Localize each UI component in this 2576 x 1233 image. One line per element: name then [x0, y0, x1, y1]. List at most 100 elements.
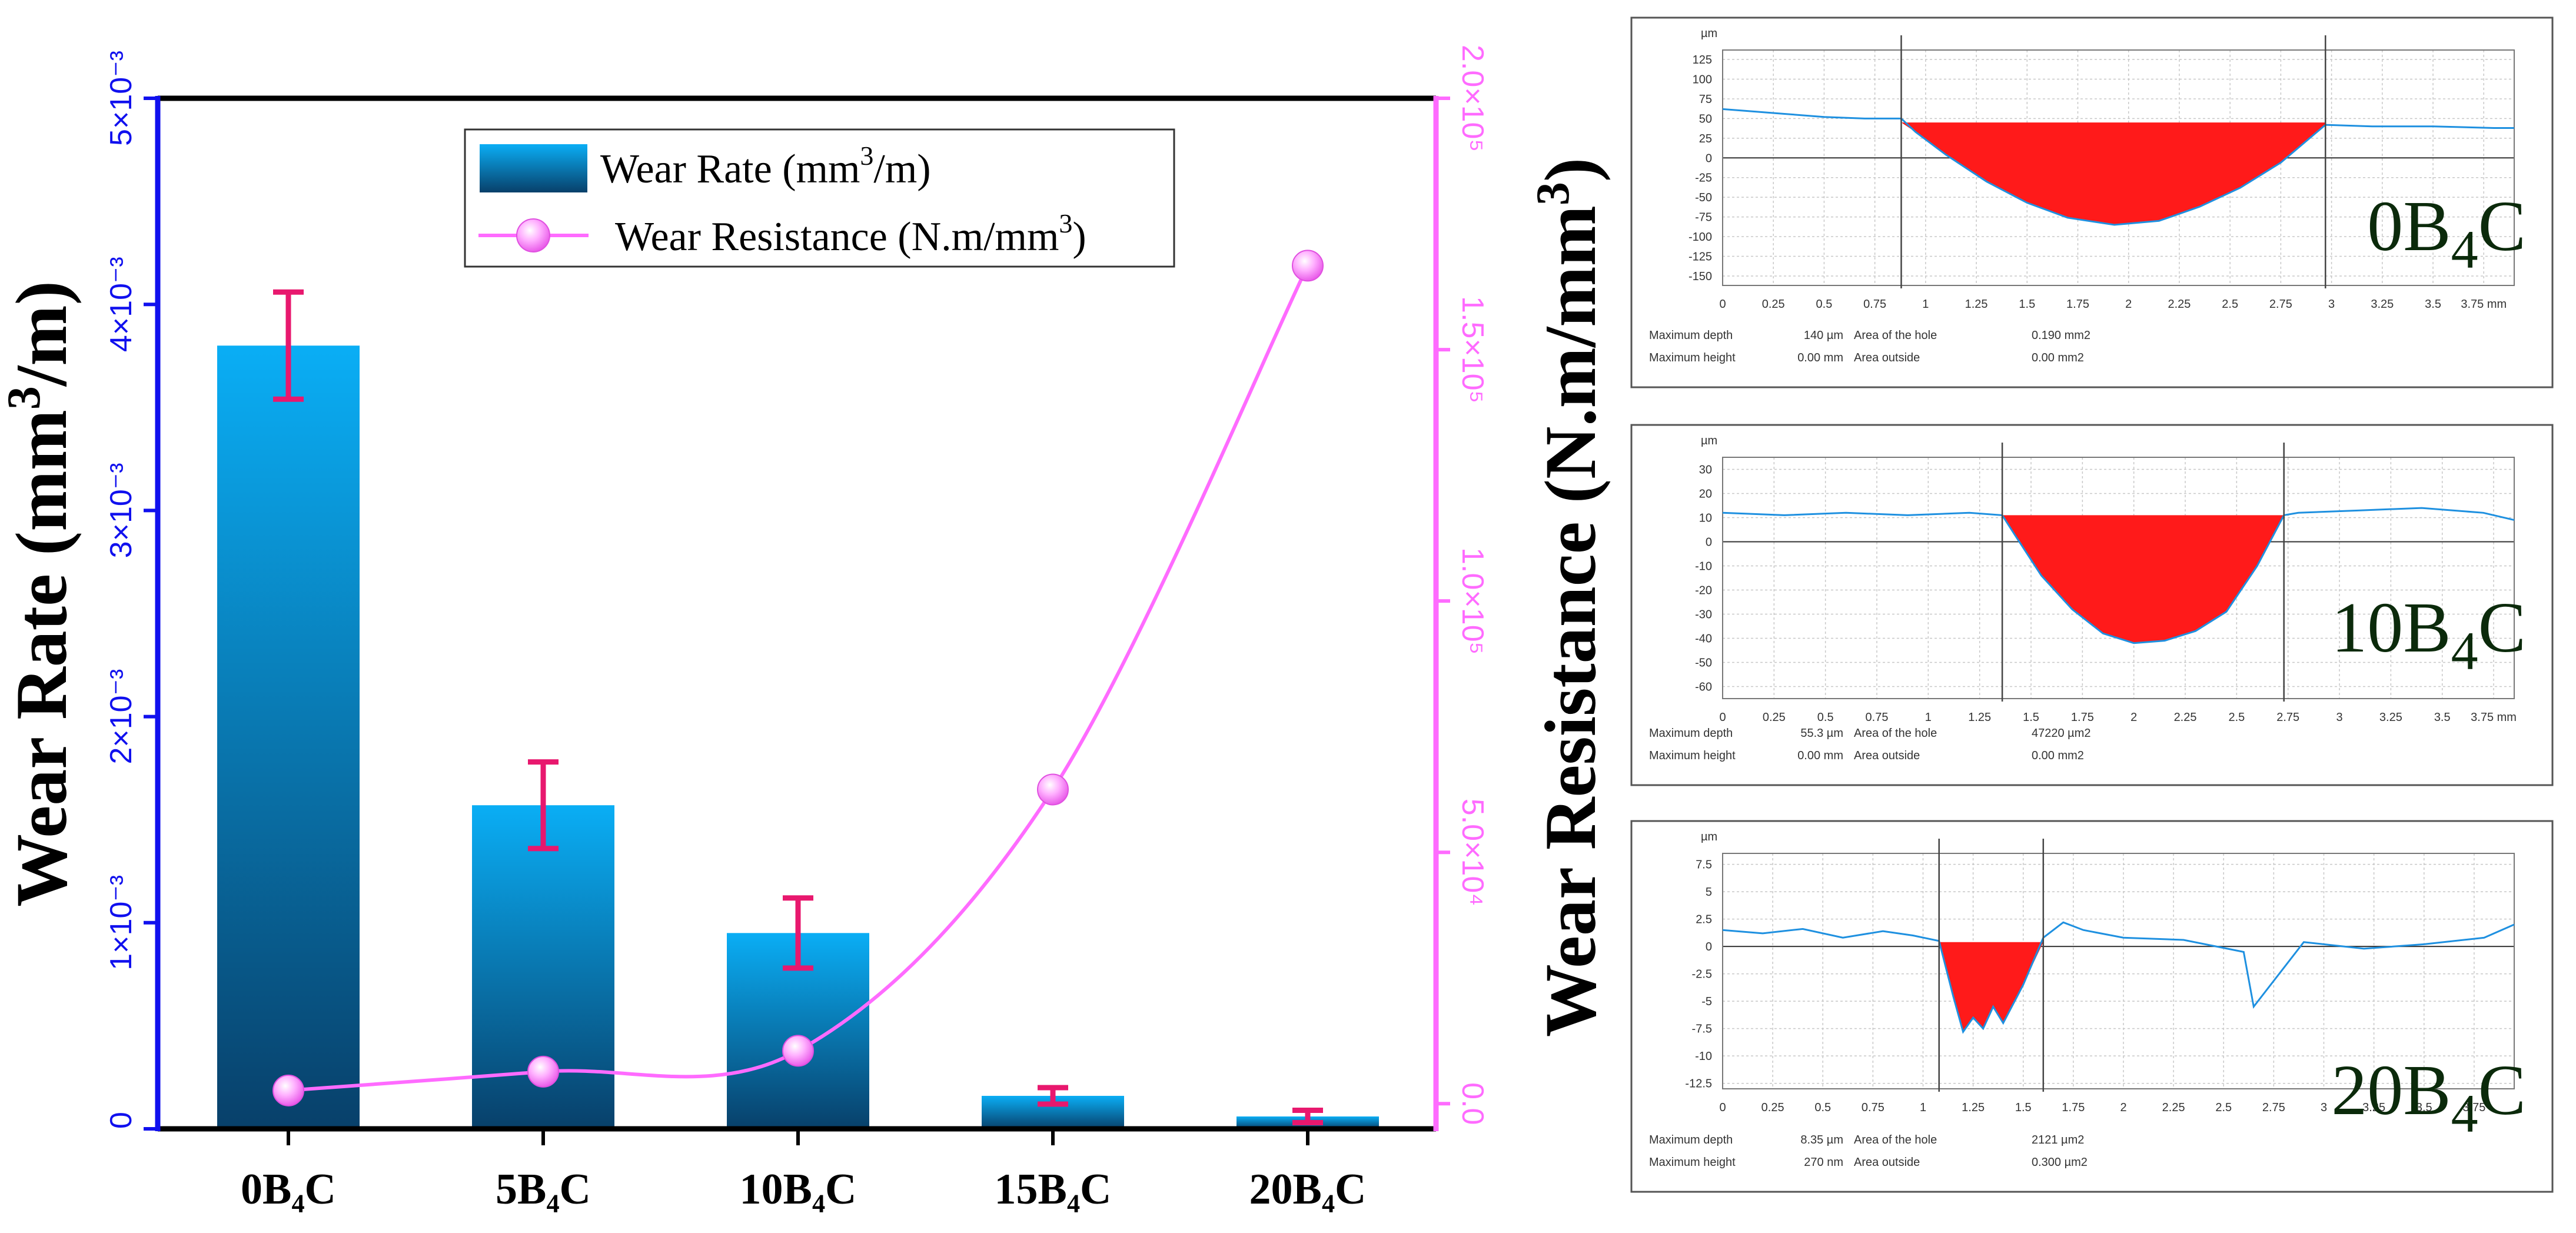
panel-x-tick: 0.5: [1817, 711, 1834, 724]
legend-wear-resistance: Wear Resistance (N.m/mm3): [615, 208, 1086, 260]
panel-y-tick: 75: [1699, 93, 1712, 106]
panel-x-tick: 2.75: [2276, 711, 2299, 724]
panel-y-tick: 0: [1706, 940, 1712, 953]
panel-y-tick: 0: [1706, 152, 1712, 165]
panel-y-tick: 5: [1706, 886, 1712, 899]
panel-plot-frame: [1722, 49, 2515, 286]
panel-x-tick: 0.25: [1762, 298, 1785, 311]
panel-x-tick: 3.75 mm: [2461, 298, 2507, 311]
left-tick-label: 4×10⁻³: [104, 257, 138, 352]
panel-x-tick: 1.5: [2019, 298, 2035, 311]
stat-label: Maximum depth: [1649, 1134, 1733, 1146]
panel-y-tick: 20: [1699, 488, 1712, 501]
stat-label: Area of the hole: [1854, 727, 1937, 740]
profile-line: [1722, 921, 2515, 1034]
panel-x-tick: 3: [2328, 298, 2335, 311]
panel-y-tick: -10: [1695, 1050, 1712, 1063]
panel-x-tick: 0: [1719, 298, 1726, 311]
wear-resistance-point: [272, 1074, 304, 1106]
legend-wear-rate: Wear Rate (mm3/m): [600, 141, 931, 192]
panel-label: 0B4C: [2367, 187, 2526, 280]
panel-x-tick: 1.25: [1968, 711, 1991, 724]
hole-area: [2002, 515, 2284, 643]
panel-x-tick: 0.75: [1866, 711, 1889, 724]
stat-label: Area of the hole: [1854, 329, 1937, 342]
panel-x-tick: 3.5: [2434, 711, 2451, 724]
panel-x-tick: 1.25: [1962, 1101, 1985, 1114]
stat-value: 8.35 µm: [1800, 1134, 1843, 1146]
profile-panel-10B4C: µm 30 20 10 0 -10 -20 -30 -40 -50 -60 0 0.25 0.5 0.75 1…: [1630, 424, 2554, 786]
profile-line: [1722, 507, 2515, 644]
x-tick-label: 5B₄C: [496, 1165, 591, 1214]
panel-x-tick: 3.75: [2462, 1101, 2485, 1114]
panel-y-tick: 125: [1693, 54, 1712, 67]
profile-panel-20B4C: µm 7.5 5 2.5 0 -2.5 -5 -7.5 -10 -12.5 0 0.25 0.5 0.75…: [1630, 820, 2554, 1193]
panel-x-tick: 2.5: [2215, 1101, 2232, 1114]
panel-x-tick: 0.75: [1863, 298, 1886, 311]
panel-x-tick: 2.5: [2222, 298, 2238, 311]
legend-marker-swatch: [516, 218, 550, 252]
panel-y-tick: 2.5: [1696, 913, 1712, 926]
panel-x-tick: 0.25: [1761, 1101, 1784, 1114]
panel-x-tick: 0: [1719, 711, 1726, 724]
panel-x-tick: 1.25: [1965, 298, 1988, 311]
panel-y-tick: -40: [1695, 633, 1712, 646]
panel-label: 20B4C: [2331, 1051, 2526, 1144]
x-tick-label: 10B₄C: [740, 1165, 857, 1214]
left-tick-label: 0: [104, 1112, 138, 1129]
left-tick-label: 5×10⁻³: [104, 51, 138, 146]
wear-rate-error-bar: [273, 289, 304, 402]
stat-value: 0.00 mm2: [2032, 351, 2084, 364]
stat-value: 270 nm: [1804, 1156, 1843, 1169]
panel-x-tick: 3.5: [2416, 1101, 2432, 1114]
left-tick-label: 1×10⁻³: [104, 875, 138, 971]
stat-label: Maximum depth: [1649, 329, 1733, 342]
panel-x-tick: 1.75: [2066, 298, 2089, 311]
panel-y-tick: -7.5: [1692, 1023, 1712, 1036]
panel-y-tick: -50: [1695, 191, 1712, 204]
panel-y-tick: -75: [1695, 211, 1712, 224]
stat-value: 47220 µm2: [2032, 727, 2090, 740]
panel-x-tick: 1: [1922, 298, 1929, 311]
panel-x-tick: 0.5: [1814, 1101, 1831, 1114]
stat-value: 0.00 mm2: [2032, 749, 2084, 762]
hole-area: [1939, 942, 2043, 1032]
panel-x-tick: 3.75 mm: [2471, 711, 2517, 724]
legend: Wear Rate (mm3/m) Wear Resistance (N.m/m…: [464, 128, 1175, 268]
panel-x-tick: 1.75: [2071, 711, 2094, 724]
x-tick-label: 15B₄C: [995, 1165, 1112, 1214]
stat-value: 2121 µm2: [2032, 1134, 2084, 1146]
stat-label: Area outside: [1854, 749, 1920, 762]
panel-plot-frame: [1722, 853, 2515, 1089]
panel-x-tick: 1: [1920, 1101, 1926, 1114]
panel-y-tick: -5: [1701, 995, 1712, 1008]
right-tick-label: 5.0×10⁴: [1455, 799, 1490, 906]
panel-y-tick: -20: [1695, 584, 1712, 597]
wear-resistance-point: [782, 1035, 814, 1067]
panel-x-tick: 0: [1719, 1101, 1726, 1114]
left-axis-title: Wear Rate (mm3/m): [0, 281, 82, 907]
panel-y-tick: 25: [1699, 132, 1712, 145]
stat-label: Maximum depth: [1649, 727, 1733, 740]
right-tick-label: 1.0×10⁵: [1455, 547, 1490, 654]
wear-resistance-point: [527, 1055, 559, 1088]
stat-label: Maximum height: [1649, 351, 1736, 364]
stat-label: Area of the hole: [1854, 1134, 1937, 1146]
wear-resistance-line: [288, 265, 1309, 1092]
right-tick-label: 1.5×10⁵: [1455, 296, 1490, 403]
legend-bar-swatch: [480, 144, 587, 192]
left-tick-label: 3×10⁻³: [104, 463, 138, 558]
panel-y-tick: -60: [1695, 681, 1712, 694]
panel-x-tick: 3.25: [2362, 1101, 2385, 1114]
right-axis-title: Wear Resistance (N.m/mm3): [1527, 158, 1611, 1037]
panel-x-tick: 0.25: [1763, 711, 1786, 724]
panel-y-unit: µm: [1701, 434, 1717, 447]
panel-x-tick: 2.75: [2269, 298, 2292, 311]
panel-x-tick: 2.25: [2174, 711, 2197, 724]
hole-area: [1901, 122, 2326, 225]
panel-x-tick: 2.75: [2262, 1101, 2285, 1114]
panel-x-tick: 0.75: [1862, 1101, 1884, 1114]
panel-y-tick: 50: [1699, 112, 1712, 125]
panel-x-tick: 3: [2336, 711, 2342, 724]
